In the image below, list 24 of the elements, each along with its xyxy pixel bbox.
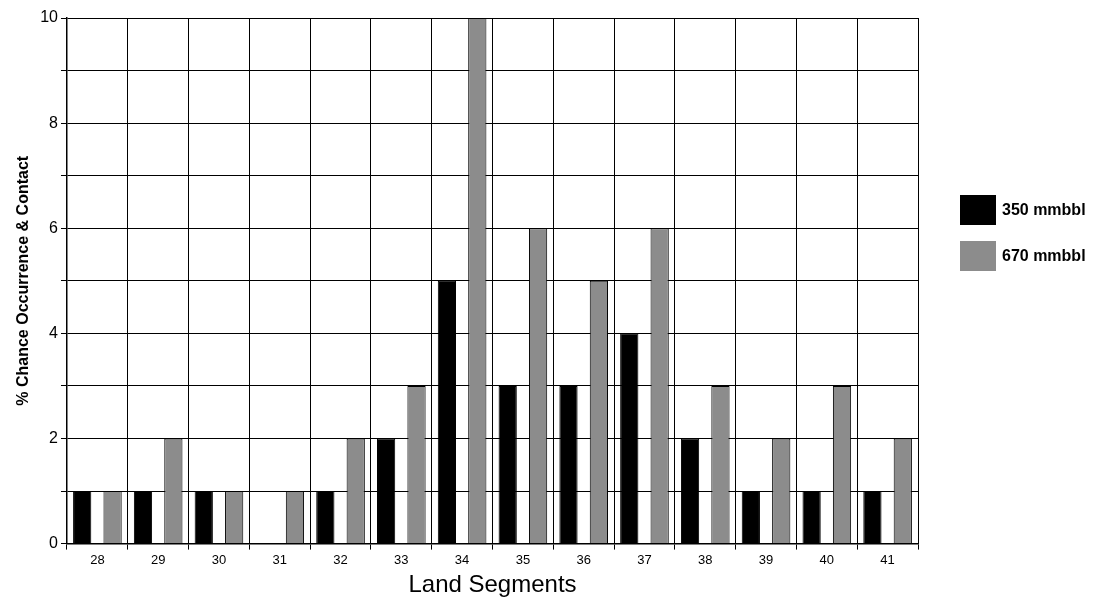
x-tick-label: 36 xyxy=(576,551,591,567)
x-tick-label: 39 xyxy=(758,551,774,567)
x-tick-label: 32 xyxy=(333,551,348,567)
legend-label: 350 mmbbl xyxy=(1002,201,1086,219)
y-tick-label: 6 xyxy=(49,218,59,236)
x-tick-label: 41 xyxy=(880,551,895,567)
x-tick-label: 28 xyxy=(90,551,105,567)
x-tick-label: 34 xyxy=(454,551,470,567)
x-tick-label: 33 xyxy=(394,551,409,567)
legend-label: 670 mmbbl xyxy=(1002,247,1086,265)
y-tick-label: 0 xyxy=(49,534,59,552)
x-tick-label: 29 xyxy=(150,551,166,567)
y-axis-title: % Chance Occurrence & Contact xyxy=(14,155,32,406)
x-tick-label: 40 xyxy=(819,551,835,567)
x-tick-label: 37 xyxy=(637,551,652,567)
x-axis-title: Land Segments xyxy=(408,570,577,598)
x-tick-label: 30 xyxy=(211,551,227,567)
x-tick-label: 38 xyxy=(698,551,713,567)
x-tick-label: 31 xyxy=(272,551,287,567)
y-tick-label: 10 xyxy=(40,8,59,26)
x-tick-label: 35 xyxy=(515,551,531,567)
y-tick-label: 8 xyxy=(49,113,59,131)
y-tick-label: 2 xyxy=(49,428,59,446)
y-tick-label: 4 xyxy=(49,323,59,341)
